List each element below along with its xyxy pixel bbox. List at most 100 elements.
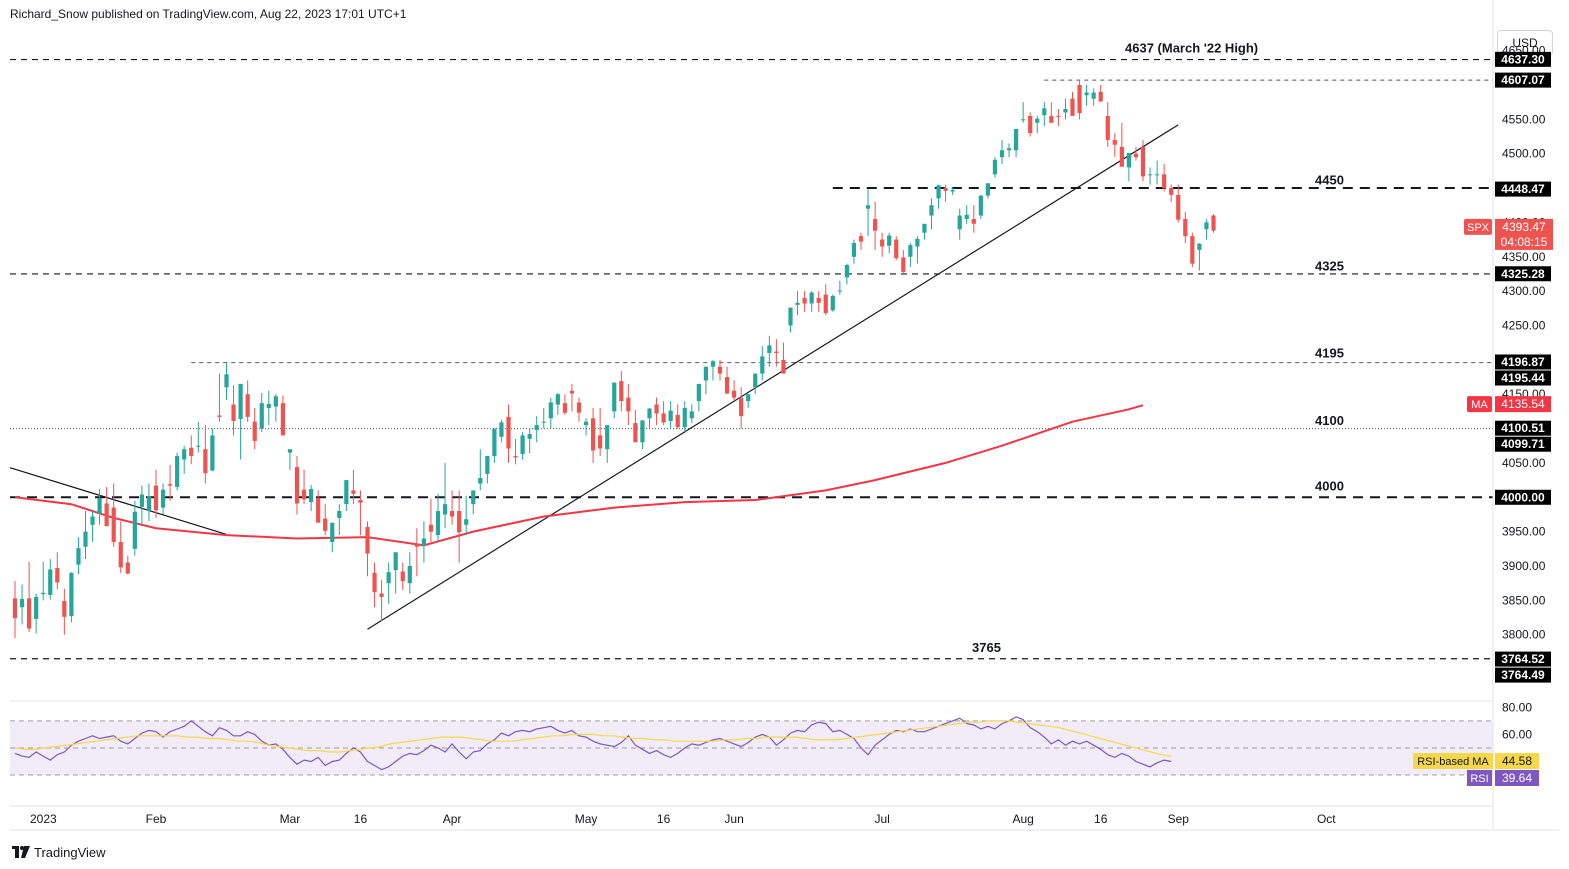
y-tick-label: 4550.00: [1502, 112, 1546, 126]
rsi-ma-value-tag: [1495, 753, 1539, 769]
candle-body: [929, 205, 934, 216]
candle-body: [1169, 188, 1174, 195]
candle-body: [1056, 115, 1061, 117]
price-tag-text: 4607.07: [1501, 73, 1545, 87]
candle-body: [1133, 153, 1139, 158]
price-tags: 4637.30 4607.07 4448.47 4325.28 4196.87 4195.…: [1413, 51, 1553, 786]
y-tick-label: 4300.00: [1502, 284, 1546, 298]
x-tick-label: 16: [657, 812, 671, 826]
candle-body: [1112, 139, 1117, 145]
tradingview-footer[interactable]: TradingView: [12, 843, 106, 861]
price-tag-box: [1495, 370, 1551, 386]
spx-symbol-text: SPX: [1467, 222, 1490, 234]
y-tick-label: 3850.00: [1502, 593, 1546, 607]
candle-body: [146, 496, 152, 512]
candle-body: [1091, 92, 1096, 99]
level-label: 4000: [1315, 478, 1344, 493]
candle-body: [1155, 174, 1160, 176]
candle-body: [365, 526, 370, 554]
candle-body: [548, 402, 553, 419]
candle-body: [379, 593, 384, 597]
y-tick-label: 3900.00: [1502, 559, 1546, 573]
candle-body: [506, 416, 511, 449]
candle-body: [1098, 91, 1103, 102]
candle-body: [287, 449, 293, 453]
candle-body: [393, 552, 398, 571]
candle-body: [732, 390, 737, 398]
candle-body: [1204, 222, 1209, 230]
candle-body: [619, 381, 624, 402]
candle-body: [887, 235, 892, 246]
x-tick-label: Apr: [443, 812, 462, 826]
price-tag-text: 4196.87: [1501, 355, 1545, 369]
candle-body: [153, 485, 159, 511]
candle-body: [562, 403, 567, 413]
level-label: 3765: [972, 640, 1001, 655]
price-tag-text: 4637.30: [1501, 52, 1545, 66]
candle-body: [1162, 174, 1167, 189]
candle-body: [19, 598, 25, 608]
candle-body: [816, 298, 821, 303]
candle-body: [640, 420, 645, 443]
candle-body: [1126, 153, 1131, 168]
y-tick-label: 3800.00: [1502, 628, 1546, 642]
price-tag-box: [1495, 436, 1551, 452]
candle-body: [823, 294, 828, 314]
candle-body: [309, 489, 314, 503]
candle-body: [400, 571, 405, 582]
candle-body: [1119, 146, 1124, 167]
candle-body: [231, 404, 236, 422]
candle-body: [710, 361, 716, 367]
rsi-tick-label: 60.00: [1502, 727, 1532, 741]
candle-body: [802, 298, 807, 304]
price-tag-box: [1495, 667, 1551, 683]
candle-body: [414, 544, 419, 547]
candle-body: [386, 572, 391, 584]
candle-body: [520, 435, 525, 454]
candle-body: [788, 307, 793, 326]
candle-body: [612, 382, 617, 412]
candle-body: [591, 418, 596, 451]
candle-body: [245, 394, 250, 417]
candle-body: [90, 516, 95, 525]
candle-body: [717, 366, 723, 374]
rsi-tick-label: 80.00: [1502, 700, 1532, 714]
price-tag-text: 3764.52: [1501, 652, 1545, 666]
candle-body: [513, 456, 518, 458]
candle-body: [675, 414, 680, 428]
candle-body: [985, 183, 990, 196]
candle-body: [83, 531, 88, 547]
ma-label-text: MA: [1471, 399, 1488, 411]
candle-body: [647, 408, 652, 419]
candle-body: [880, 239, 885, 247]
candle-body: [351, 490, 356, 494]
candle-body: [999, 150, 1005, 158]
candle-body: [1021, 119, 1026, 121]
candle-body: [41, 592, 46, 595]
tradingview-logo-icon: [12, 846, 30, 858]
candle-body: [851, 243, 857, 257]
rsi-line: [14, 716, 1172, 771]
price-tag-text: 3764.49: [1501, 668, 1545, 682]
candle-body: [485, 456, 490, 474]
candle-body: [435, 511, 441, 536]
rsi-ma-line: [14, 720, 1172, 757]
candle-body: [294, 467, 300, 504]
candle-body: [992, 159, 998, 175]
rsi-pane: [10, 716, 1493, 776]
candle-body: [901, 257, 906, 272]
price-tag-box: [1495, 420, 1551, 436]
candle-body: [1035, 118, 1040, 123]
candle-body: [1028, 115, 1033, 134]
candle-body: [858, 236, 864, 242]
level-label: 4325: [1315, 258, 1344, 273]
candle-body: [492, 428, 497, 457]
candle-body: [774, 351, 779, 353]
candle-body: [795, 302, 800, 305]
candle-body: [753, 373, 758, 388]
candle-body: [125, 562, 130, 574]
candle-body: [168, 484, 173, 486]
candle-body: [48, 569, 53, 595]
candle-body: [337, 511, 342, 518]
